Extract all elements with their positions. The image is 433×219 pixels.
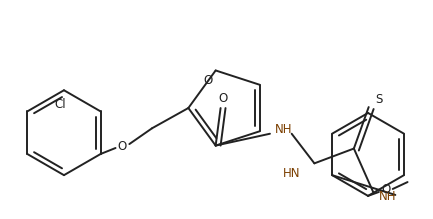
Text: NH: NH — [379, 190, 396, 203]
Text: O: O — [203, 74, 212, 87]
Text: NH: NH — [275, 123, 293, 136]
Text: O: O — [218, 92, 227, 105]
Text: O: O — [381, 184, 391, 196]
Text: HN: HN — [283, 167, 301, 180]
Text: O: O — [118, 140, 127, 152]
Text: S: S — [375, 93, 382, 106]
Text: Cl: Cl — [54, 98, 66, 111]
